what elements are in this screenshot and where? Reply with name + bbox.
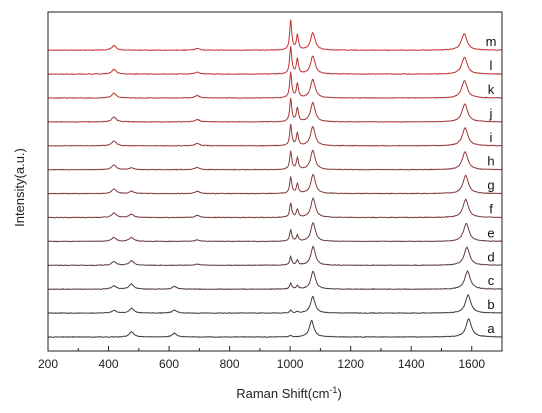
series-line-b [47, 293, 503, 315]
series-label-e: e [487, 225, 494, 240]
series-label-f: f [489, 202, 493, 217]
x-axis-title-sup: -1 [329, 385, 337, 395]
series-label-l: l [490, 58, 493, 73]
y-axis-title: Intensity(a.u.) [12, 148, 27, 227]
series-label-b: b [487, 297, 494, 312]
x-axis-title: Raman Shift(cm-1) [236, 385, 342, 401]
x-tick-label: 1000 [277, 357, 304, 371]
series-line-a [47, 318, 503, 338]
series-line-l [47, 45, 503, 75]
series-label-h: h [487, 154, 494, 169]
x-tick-label: 400 [99, 357, 119, 371]
series-line-f [48, 197, 503, 219]
series-line-g [48, 173, 503, 195]
series-line-d [47, 245, 503, 267]
series-line-c [47, 269, 503, 291]
x-tick-label: 1600 [458, 357, 485, 371]
series-label-g: g [487, 178, 494, 193]
series-label-k: k [488, 82, 495, 97]
x-tick-label: 1200 [337, 357, 364, 371]
plot-frame [47, 11, 503, 352]
series-label-a: a [487, 321, 495, 336]
x-tick-label: 200 [38, 357, 58, 371]
series-line-j [47, 97, 503, 123]
x-tick-label: 800 [220, 357, 240, 371]
x-axis-title-main: Raman Shift(cm [236, 386, 329, 401]
series-line-e [47, 222, 503, 243]
series-label-c: c [488, 273, 495, 288]
series-line-h [48, 150, 502, 171]
x-tick-label: 600 [159, 357, 179, 371]
x-axis: 200 400 600 800 1000 1200 1400 1600 [38, 346, 485, 371]
series-label-d: d [487, 249, 494, 264]
series-label-m: m [486, 34, 497, 49]
series-line-m [47, 19, 503, 52]
x-tick-label: 1400 [398, 357, 425, 371]
series-label-j: j [489, 106, 493, 121]
series-line-k [47, 71, 503, 99]
series-label-i: i [490, 130, 493, 145]
series-line-i [47, 123, 502, 147]
x-axis-title-tail: ) [337, 386, 341, 401]
